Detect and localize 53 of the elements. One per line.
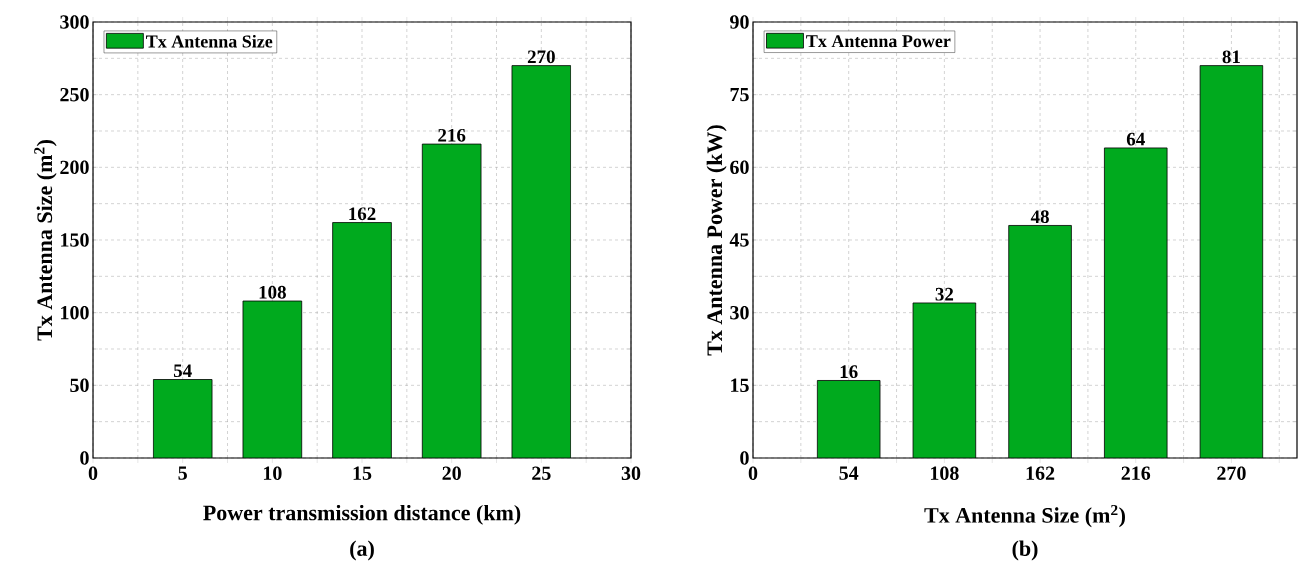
y-axis-title: Tx Antenna Size (m$^{2}$) — [34, 140, 57, 341]
y-axis-title: Tx Antenna Power (kW) — [706, 125, 727, 356]
y-tick-label: 0 — [740, 451, 749, 465]
data-label: 32 — [935, 287, 954, 301]
bar — [242, 300, 303, 458]
x-tick-label: 216 — [1121, 466, 1151, 480]
legend-label: Tx Antenna Power — [806, 35, 951, 48]
x-axis-title: Power transmission distance (km) — [203, 504, 521, 525]
x-tick-label: 270 — [1217, 466, 1246, 481]
y-tick-label: 30 — [730, 305, 749, 320]
bar — [152, 379, 213, 458]
y-tick-label: 200 — [60, 160, 89, 175]
data-label: 108 — [259, 285, 286, 299]
x-tick-label: 15 — [353, 466, 372, 480]
y-tick-label: 150 — [61, 233, 89, 247]
data-label: 16 — [840, 365, 858, 379]
data-label: 162 — [349, 207, 376, 221]
bar — [1104, 147, 1168, 458]
x-tick-label: 5 — [178, 466, 187, 480]
y-tick-label: 60 — [730, 160, 749, 175]
bar — [511, 65, 572, 458]
bar — [1199, 65, 1264, 458]
x-tick-label: 10 — [263, 466, 282, 481]
data-label: 64 — [1126, 132, 1145, 146]
x-tick-label: 162 — [1026, 466, 1055, 480]
data-label: 216 — [438, 128, 466, 142]
y-tick-label: 0 — [80, 451, 89, 465]
y-tick-label: 45 — [729, 233, 749, 247]
x-tick-label: 54 — [839, 466, 859, 480]
bar — [912, 302, 977, 458]
x-tick-label: 25 — [532, 466, 551, 480]
text: (a) — [350, 540, 374, 561]
legend-label: Tx Antenna Size — [146, 34, 273, 48]
data-label: 81 — [1222, 50, 1240, 64]
y-tick-label: 15 — [731, 378, 749, 393]
y-tick-label: 250 — [60, 87, 89, 102]
data-label: 270 — [527, 50, 555, 64]
bar — [332, 222, 392, 458]
bar — [1008, 225, 1072, 458]
x-tick-label: 30 — [621, 466, 641, 481]
y-tick-label: 90 — [730, 15, 749, 29]
x-tick-label: 108 — [930, 466, 959, 481]
data-label: 48 — [1030, 210, 1049, 224]
text: (b) — [1012, 540, 1038, 561]
bar — [421, 143, 482, 458]
data-label: 54 — [173, 364, 192, 378]
y-tick-label: 100 — [61, 305, 89, 320]
x-axis-title: Tx Antenna Size (m$^{2}$) — [924, 504, 1125, 528]
y-tick-label: 50 — [70, 378, 89, 393]
x-tick-label: 20 — [442, 466, 461, 481]
y-tick-label: 75 — [730, 88, 749, 102]
bar — [816, 380, 881, 458]
y-tick-label: 300 — [60, 15, 89, 29]
